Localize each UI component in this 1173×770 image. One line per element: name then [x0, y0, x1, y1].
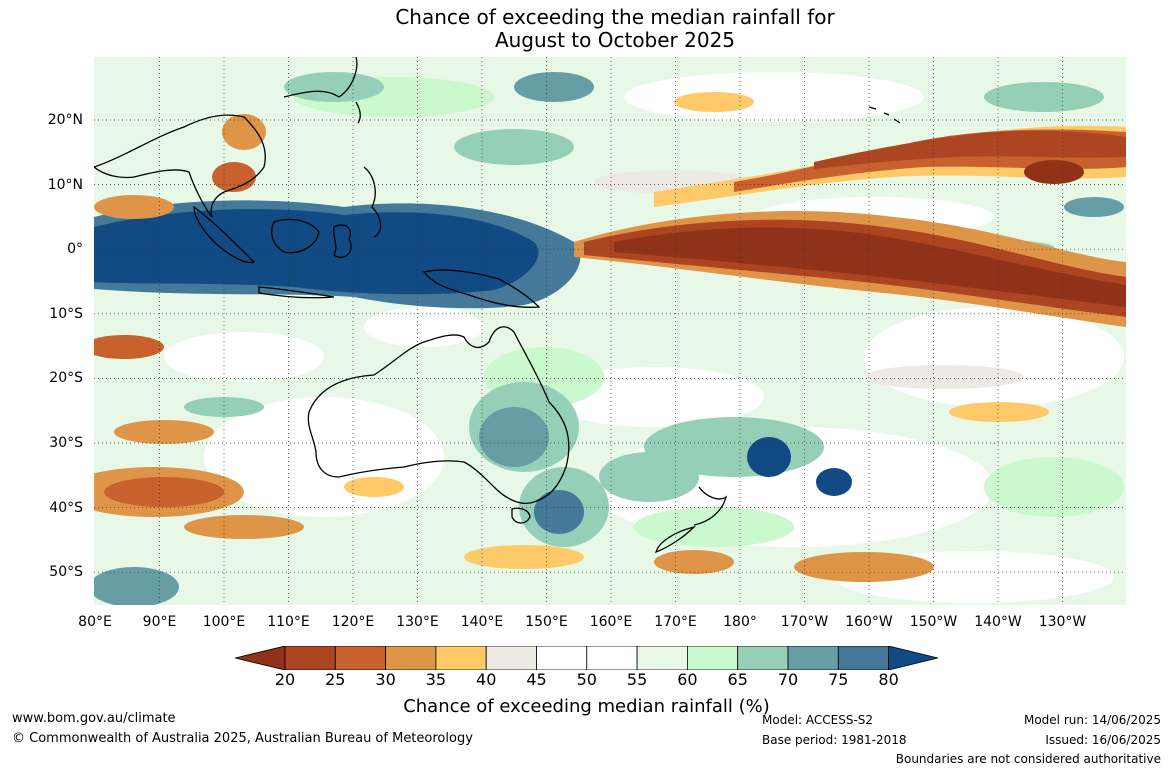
colorbar-segment — [435, 646, 487, 670]
colorbar-tick-label: 25 — [325, 670, 346, 689]
latitude-tick: 50°S — [49, 564, 83, 581]
colorbar-upper-extend — [888, 646, 938, 670]
borneo-coast — [271, 218, 320, 254]
longitude-tick: 130°W — [1038, 614, 1087, 630]
latitude-tick: 10°N — [47, 176, 83, 193]
colorbar-tick-label: 45 — [526, 670, 547, 689]
colorbar-tick-label: 30 — [375, 670, 396, 689]
sumatra-coast — [193, 205, 256, 264]
longitude-tick: 150°E — [525, 614, 568, 630]
colorbar-lower-extend — [235, 646, 286, 670]
colorbar-tick-label: 55 — [626, 670, 648, 689]
asia-mainland-coast — [94, 57, 358, 218]
colorbar-segment — [586, 646, 638, 670]
colorbar-segment — [536, 646, 588, 670]
footer-model-run: Model run: 14/06/2025 — [1023, 713, 1161, 727]
longitude-tick: 80°E — [78, 614, 112, 630]
colorbar-tick-label: 65 — [727, 670, 748, 689]
longitude-tick: 140°W — [974, 614, 1022, 630]
latitude-tick: 20°N — [47, 112, 83, 128]
colorbar-tick-label: 40 — [476, 670, 497, 689]
new-zealand-north — [693, 486, 728, 526]
latitude-tick: 40°S — [49, 499, 83, 516]
colorbar-segment — [334, 646, 387, 670]
colorbar-tick-label: 75 — [828, 670, 849, 689]
footer-copyright: © Commonwealth of Australia 2025, Austra… — [12, 731, 473, 746]
longitude-tick: 160°E — [589, 614, 633, 630]
coastlines — [94, 57, 901, 554]
longitude-tick: 100°E — [202, 614, 246, 630]
map-title-line1: Chance of exceeding the median rainfall … — [395, 5, 835, 29]
new-guinea-coast — [422, 269, 541, 308]
colorbar-segment — [737, 646, 789, 670]
footer-issued: Issued: 16/06/2025 — [1045, 733, 1161, 747]
colorbar-segment — [284, 646, 336, 670]
latitude-tick: 0° — [67, 241, 83, 258]
footer-disclaimer: Boundaries are not considered authoritat… — [895, 752, 1161, 766]
map-title-line2: August to October 2025 — [494, 28, 736, 52]
longitude-tick: 160°W — [845, 614, 893, 630]
footer-model: Model: ACCESS-S2 — [762, 713, 874, 727]
graticule-lines — [94, 57, 1126, 605]
colorbar-title: Chance of exceeding median rainfall (%) — [403, 696, 770, 717]
sulawesi-coast — [332, 224, 352, 258]
longitude-tick: 130°E — [396, 614, 439, 630]
colorbar-segment — [385, 646, 437, 670]
colorbar-segment — [837, 646, 889, 670]
latitude-tick: 30°S — [49, 435, 83, 451]
colorbar-tick-label: 35 — [425, 670, 447, 689]
colorbar-segment — [636, 646, 688, 670]
tasmania-coast — [511, 507, 531, 524]
longitude-tick: 170°E — [654, 614, 697, 630]
longitude-tick: 90°E — [142, 614, 177, 630]
colorbar-tick-label: 20 — [274, 670, 296, 689]
longitude-tick: 110°E — [267, 614, 310, 630]
rainfall-probability-map — [94, 57, 1126, 605]
colorbar-tick-label: 50 — [576, 670, 597, 689]
longitude-tick: 180° — [723, 614, 757, 630]
latitude-tick: 20°S — [49, 370, 83, 387]
footer-base-period: Base period: 1981-2018 — [762, 733, 907, 747]
longitude-tick: 170°W — [780, 614, 829, 630]
australia-coast — [307, 326, 570, 504]
map-canvas — [94, 57, 1126, 605]
colorbar — [235, 646, 938, 670]
java-coast — [258, 286, 335, 299]
colorbar-segment — [787, 646, 839, 670]
longitude-tick: 140°E — [460, 614, 504, 630]
colorbar-segment — [485, 646, 537, 670]
taiwan-coast — [355, 101, 361, 124]
footer-website: www.bom.gov.au/climate — [12, 711, 176, 726]
colorbar-tick-label: 60 — [677, 670, 698, 689]
new-zealand-south — [654, 525, 697, 554]
latitude-tick: 10°S — [49, 305, 83, 322]
colorbar-tick-label: 80 — [878, 670, 899, 689]
rainfall-anomaly-field — [94, 72, 1126, 605]
philippines-coast — [363, 166, 382, 238]
longitude-tick: 120°E — [331, 614, 375, 630]
colorbar-tick-label: 70 — [777, 670, 799, 689]
colorbar-segment — [686, 646, 739, 670]
longitude-tick: 150°W — [909, 614, 958, 630]
